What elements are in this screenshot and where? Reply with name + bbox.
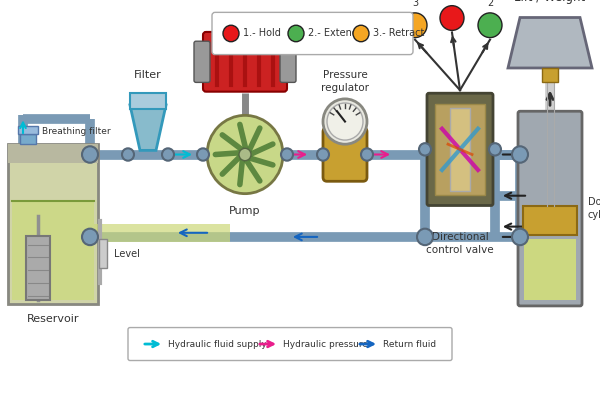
Polygon shape <box>508 18 592 68</box>
Circle shape <box>489 143 501 155</box>
Bar <box>542 68 558 83</box>
FancyBboxPatch shape <box>212 12 413 54</box>
FancyBboxPatch shape <box>280 41 296 83</box>
Text: Breathing filter: Breathing filter <box>42 127 110 136</box>
Circle shape <box>197 148 209 160</box>
Circle shape <box>440 6 464 31</box>
Bar <box>26 236 50 300</box>
Circle shape <box>162 148 174 160</box>
FancyBboxPatch shape <box>323 128 367 181</box>
Bar <box>524 239 576 300</box>
FancyBboxPatch shape <box>427 93 493 205</box>
Circle shape <box>281 148 293 160</box>
Text: Filter: Filter <box>134 70 162 80</box>
Circle shape <box>288 25 304 42</box>
Text: BASIC HYDRAULIC SYSTEM: BASIC HYDRAULIC SYSTEM <box>18 385 311 404</box>
Bar <box>90 223 230 242</box>
Circle shape <box>327 103 363 140</box>
Text: Return fluid: Return fluid <box>383 339 436 349</box>
Circle shape <box>82 146 98 163</box>
Polygon shape <box>130 105 166 150</box>
Bar <box>20 134 36 144</box>
Text: 3: 3 <box>412 0 418 8</box>
Text: Directional
control valve: Directional control valve <box>426 232 494 255</box>
Circle shape <box>512 146 528 163</box>
Text: Lift / Weight: Lift / Weight <box>514 0 586 4</box>
Text: Reservoir: Reservoir <box>27 314 79 324</box>
Circle shape <box>361 148 373 160</box>
Circle shape <box>122 148 134 160</box>
Circle shape <box>207 115 283 194</box>
Bar <box>130 93 166 109</box>
Text: 2: 2 <box>487 0 493 8</box>
FancyBboxPatch shape <box>194 41 210 83</box>
Circle shape <box>403 13 427 38</box>
Circle shape <box>419 143 431 155</box>
Circle shape <box>323 99 367 144</box>
FancyBboxPatch shape <box>8 144 98 304</box>
Circle shape <box>478 13 502 38</box>
Text: 3.- Retract: 3.- Retract <box>373 28 424 39</box>
Circle shape <box>239 148 251 160</box>
Text: Double acting
cylinder: Double acting cylinder <box>588 197 600 220</box>
FancyBboxPatch shape <box>128 328 452 360</box>
Bar <box>523 207 577 235</box>
Text: Level: Level <box>114 249 140 259</box>
Bar <box>435 103 485 195</box>
Circle shape <box>417 229 433 245</box>
Text: 2.- Extend: 2.- Extend <box>308 28 358 39</box>
FancyBboxPatch shape <box>518 111 582 306</box>
Text: Hydraulic fluid supply: Hydraulic fluid supply <box>168 339 267 349</box>
Circle shape <box>512 229 528 245</box>
Text: Motor: Motor <box>229 15 261 25</box>
FancyBboxPatch shape <box>203 32 287 92</box>
Bar <box>12 201 94 300</box>
Bar <box>8 144 98 163</box>
Text: Pump: Pump <box>229 206 261 216</box>
Bar <box>18 126 38 134</box>
Text: Hydraulic pressure: Hydraulic pressure <box>283 339 368 349</box>
Bar <box>450 108 470 191</box>
Text: 1.- Hold: 1.- Hold <box>243 28 281 39</box>
Circle shape <box>223 25 239 42</box>
Circle shape <box>317 148 329 160</box>
Circle shape <box>82 229 98 245</box>
Text: Pressure
regulator: Pressure regulator <box>321 70 369 93</box>
Circle shape <box>353 25 369 42</box>
FancyBboxPatch shape <box>99 239 107 268</box>
